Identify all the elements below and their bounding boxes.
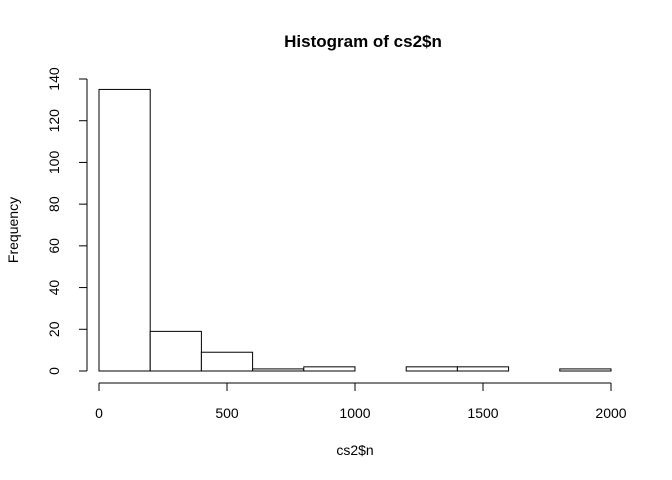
y-axis: 0 20 40 60 80 100 120 140 <box>46 67 88 375</box>
x-axis-label: cs2$n <box>336 442 373 458</box>
x-axis: 0 500 1000 1500 2000 <box>95 382 627 421</box>
y-tick-label-7: 140 <box>46 67 62 91</box>
y-axis-label: Frequency <box>5 197 21 263</box>
chart-title: Histogram of cs2$n <box>284 32 442 51</box>
y-tick-label-4: 80 <box>46 196 62 212</box>
y-tick-label-3: 60 <box>46 238 62 254</box>
y-tick-label-2: 40 <box>46 280 62 296</box>
histogram-bar-0 <box>98 88 151 372</box>
x-tick-label-1: 500 <box>215 405 239 421</box>
y-tick-label-5: 100 <box>46 151 62 175</box>
x-tick-label-4: 2000 <box>595 405 626 421</box>
histogram-bar-4 <box>303 366 356 372</box>
histogram-bar-9 <box>559 368 612 372</box>
y-tick-label-0: 0 <box>46 367 62 375</box>
bars-group <box>98 88 612 372</box>
y-tick-label-1: 20 <box>46 321 62 337</box>
x-tick-label-2: 1000 <box>339 405 370 421</box>
y-tick-label-6: 120 <box>46 109 62 133</box>
histogram-bar-3 <box>252 368 305 372</box>
x-tick-label-3: 1500 <box>467 405 498 421</box>
histogram-bar-6 <box>405 366 458 372</box>
histogram-bar-2 <box>200 351 254 372</box>
histogram-bar-1 <box>149 330 202 372</box>
x-tick-label-0: 0 <box>95 405 103 421</box>
histogram-bar-7 <box>456 366 510 372</box>
